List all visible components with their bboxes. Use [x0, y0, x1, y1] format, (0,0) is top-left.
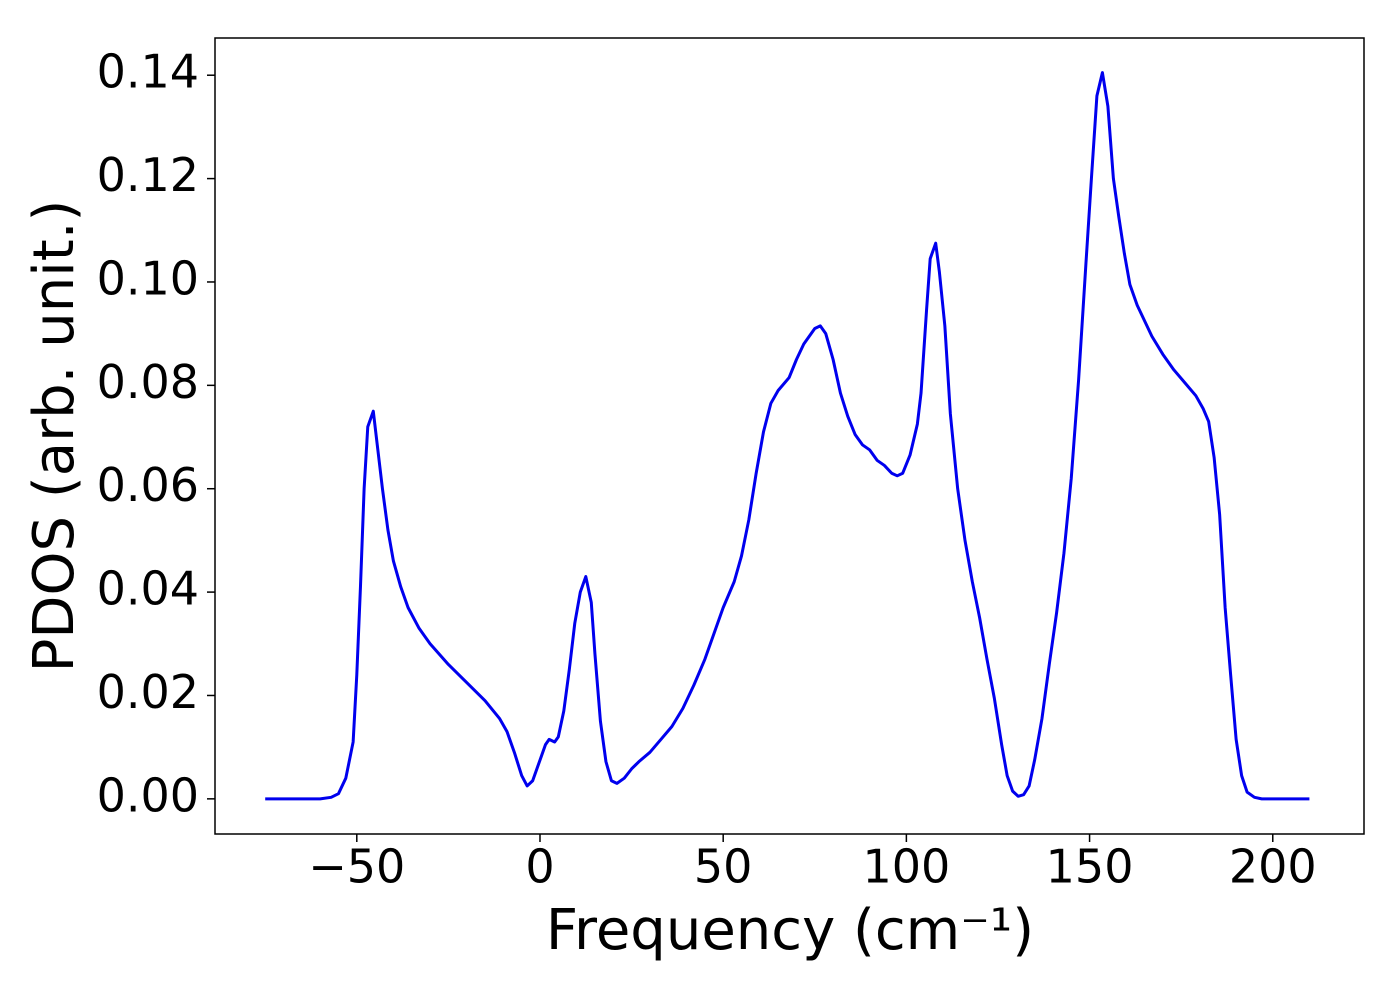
- x-tick-label: 50: [694, 840, 753, 894]
- x-tick-label: 150: [1046, 840, 1134, 894]
- x-tick-label: 100: [862, 840, 950, 894]
- y-tick-label: 0.14: [97, 45, 199, 99]
- y-tick-label: 0.00: [97, 768, 199, 822]
- y-tick-label: 0.08: [97, 355, 199, 409]
- y-tick-label: 0.04: [97, 562, 199, 616]
- plot-frame: [214, 37, 1365, 835]
- y-axis-label: PDOS (arb. unit.): [22, 200, 87, 673]
- data-line: [265, 71, 1310, 801]
- y-tick-label: 0.06: [97, 458, 199, 512]
- y-tick-label: 0.10: [97, 251, 199, 305]
- y-tick-label: 0.02: [97, 665, 199, 719]
- y-tick-label: 0.12: [97, 148, 199, 202]
- x-tick-label: 200: [1229, 840, 1317, 894]
- x-tick-label: −50: [308, 840, 405, 894]
- x-axis-label: Frequency (cm⁻¹): [546, 898, 1034, 963]
- x-tick-label: 0: [525, 840, 554, 894]
